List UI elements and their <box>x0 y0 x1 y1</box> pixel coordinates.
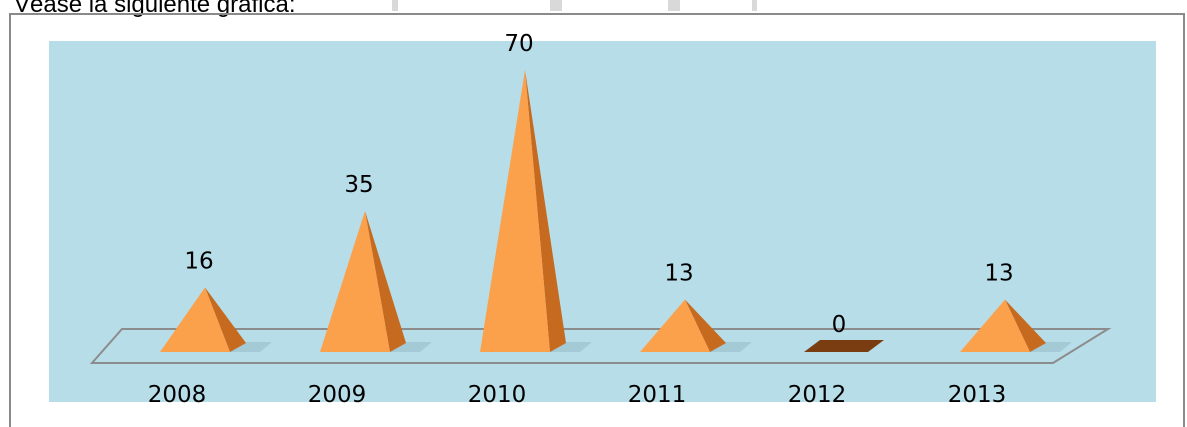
bar-side-2010 <box>525 70 566 352</box>
bar-side-2008 <box>205 287 246 352</box>
data-label-2008: 16 <box>184 249 213 275</box>
scan-artifact <box>392 0 398 11</box>
data-label-2010: 70 <box>504 31 533 57</box>
chart-frame <box>9 13 1185 427</box>
bar-2010 <box>480 70 550 352</box>
bar-side-2009 <box>365 211 406 352</box>
x-tick-label-2013: 2013 <box>948 382 1007 408</box>
chart-floor <box>89 328 1112 364</box>
x-tick-label-2011: 2011 <box>628 382 687 408</box>
data-label-2011: 13 <box>664 261 693 287</box>
bar-2013 <box>960 299 1030 352</box>
scan-artifact <box>668 0 680 11</box>
x-tick-label-2010: 2010 <box>468 382 527 408</box>
bar-2012 <box>804 340 884 352</box>
bar-2009 <box>320 211 390 352</box>
data-label-2012: 0 <box>832 312 847 338</box>
bar-2008 <box>160 287 230 352</box>
x-tick-label-2009: 2009 <box>308 382 367 408</box>
data-label-2009: 35 <box>344 172 373 198</box>
x-tick-label-2008: 2008 <box>148 382 207 408</box>
bar-2011 <box>640 299 710 352</box>
scan-artifact <box>752 0 757 11</box>
data-label-2013: 13 <box>984 261 1013 287</box>
x-tick-label-2012: 2012 <box>788 382 847 408</box>
scan-artifact <box>550 0 562 11</box>
bar-side-2013 <box>1005 299 1046 352</box>
bar-side-2011 <box>685 299 726 352</box>
